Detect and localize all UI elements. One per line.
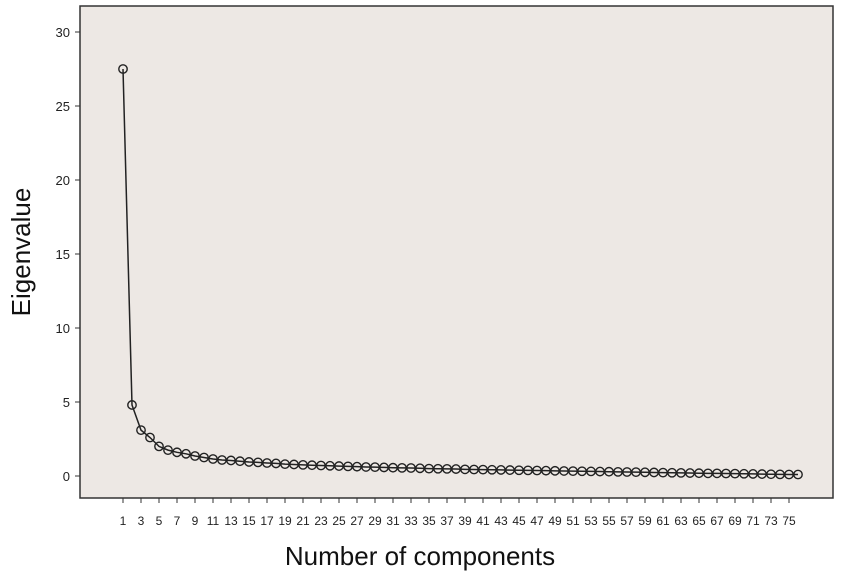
x-tick-label: 25	[332, 514, 346, 528]
x-tick-label: 43	[494, 514, 508, 528]
data-point	[136, 425, 146, 436]
x-tick-label: 59	[638, 514, 652, 528]
x-tick-label: 53	[584, 514, 598, 528]
y-tick-label: 20	[56, 173, 70, 188]
x-tick-label: 19	[278, 514, 292, 528]
y-axis-ticks: 0 5 10 15 20 25 30	[56, 25, 80, 484]
x-tick-label: 63	[674, 514, 688, 528]
x-tick-label: 7	[174, 514, 181, 528]
y-tick-label: 15	[56, 247, 70, 262]
x-tick-label: 15	[242, 514, 256, 528]
x-tick-label: 21	[296, 514, 310, 528]
x-tick-label: 57	[620, 514, 634, 528]
y-tick-label: 30	[56, 25, 70, 40]
plot-area	[79, 5, 834, 499]
data-point	[163, 445, 173, 455]
x-tick-label: 65	[692, 514, 706, 528]
x-tick-label: 49	[548, 514, 562, 528]
x-tick-label: 67	[710, 514, 724, 528]
x-tick-label: 39	[458, 514, 472, 528]
x-tick-label: 51	[566, 514, 580, 528]
data-point	[793, 469, 803, 480]
y-axis-label: Eigenvalue	[6, 188, 36, 317]
data-point	[154, 441, 164, 452]
x-tick-label: 69	[728, 514, 742, 528]
x-tick-label: 23	[314, 514, 328, 528]
data-point	[208, 454, 218, 464]
data-points	[118, 64, 803, 480]
x-tick-label: 5	[156, 514, 163, 528]
data-point	[172, 447, 182, 458]
x-tick-label: 33	[404, 514, 418, 528]
x-tick-label: 75	[782, 514, 796, 528]
data-point	[199, 452, 209, 463]
x-tick-label: 41	[476, 514, 490, 528]
x-axis-ticks: 1 3 5 7 9 11 13 15 17 19 21 23 25 27 29 31 33 35 37 39 41 43 4…	[120, 498, 796, 528]
x-axis-label: Number of components	[285, 541, 555, 571]
data-point	[181, 448, 191, 459]
x-tick-label: 55	[602, 514, 616, 528]
x-tick-label: 17	[260, 514, 274, 528]
data-point	[190, 451, 200, 461]
x-tick-label: 47	[530, 514, 544, 528]
x-tick-label: 13	[224, 514, 238, 528]
x-tick-label: 9	[192, 514, 199, 528]
data-point	[145, 432, 155, 443]
data-point	[118, 64, 128, 74]
y-tick-label: 10	[56, 321, 70, 336]
x-tick-label: 31	[386, 514, 400, 528]
x-tick-label: 73	[764, 514, 778, 528]
x-tick-label: 37	[440, 514, 454, 528]
x-tick-label: 29	[368, 514, 382, 528]
y-tick-label: 25	[56, 99, 70, 114]
x-tick-label: 3	[138, 514, 145, 528]
y-tick-label: 0	[63, 469, 70, 484]
x-tick-label: 45	[512, 514, 526, 528]
x-tick-label: 35	[422, 514, 436, 528]
x-tick-label: 11	[207, 514, 220, 528]
x-tick-label: 1	[120, 514, 127, 528]
x-tick-label: 27	[350, 514, 364, 528]
x-tick-label: 71	[746, 514, 760, 528]
x-tick-label: 61	[656, 514, 670, 528]
y-tick-label: 5	[63, 395, 70, 410]
data-point	[127, 400, 137, 410]
